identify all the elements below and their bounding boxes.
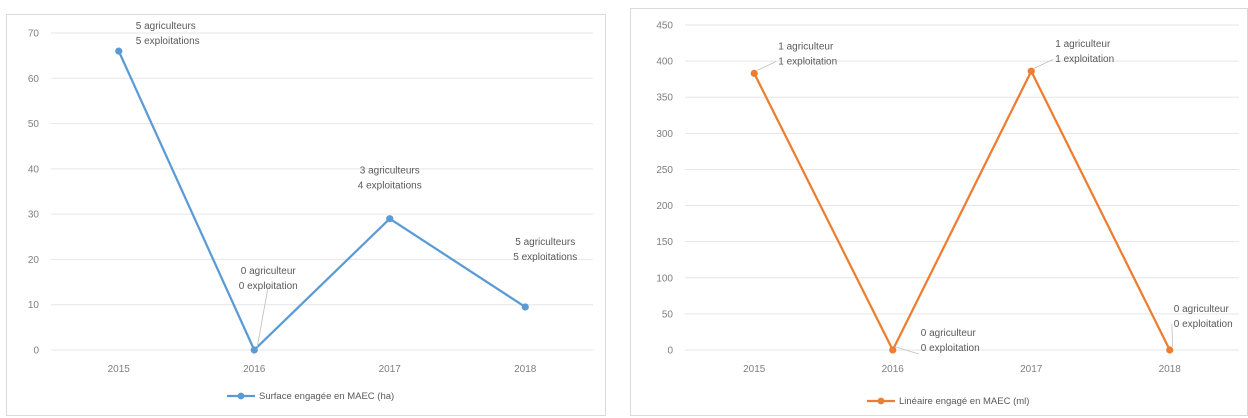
x-tick-label: 2017: [379, 364, 402, 375]
data-point: [889, 346, 897, 354]
x-tick-label: 2015: [108, 364, 131, 375]
annotation-leader: [895, 346, 919, 355]
legend-label: Linéaire engagé en MAEC (ml): [899, 396, 1029, 407]
annotation-label: 5 agriculteurs: [136, 21, 196, 32]
y-tick-label: 50: [28, 119, 40, 130]
y-tick-label: 300: [656, 129, 673, 140]
x-tick-label: 2018: [514, 364, 537, 375]
x-tick-label: 2016: [243, 364, 266, 375]
data-point: [386, 215, 394, 223]
y-tick-label: 450: [656, 21, 673, 32]
annotation-label: 1 exploitation: [778, 56, 837, 67]
y-tick-label: 10: [28, 300, 40, 311]
annotation-label: 5 agriculteurs: [515, 237, 575, 248]
chart-lineaire: 0 50 100 150 200 250 300 350 400 450 2015 2016 2017 2…: [656, 21, 1239, 407]
x-tick-label: 2015: [743, 364, 766, 375]
data-point: [1166, 346, 1174, 354]
data-point: [1027, 67, 1035, 75]
annotation-label: 4 exploitations: [358, 181, 422, 192]
annotation-label: 0 exploitation: [921, 343, 980, 354]
annotation-label: 0 agriculteur: [921, 328, 977, 339]
y-tick-label: 20: [28, 255, 40, 266]
series-line: [753, 70, 1171, 352]
annotation-leader: [757, 61, 777, 71]
y-tick-label: 60: [28, 74, 40, 85]
y-tick-label: 250: [656, 165, 673, 176]
y-tick-label: 30: [28, 210, 40, 221]
annotation-leader: [1034, 58, 1054, 69]
legend-marker: [237, 392, 245, 400]
y-tick-label: 400: [656, 57, 673, 68]
annotation-label: 5 exploitations: [136, 36, 200, 47]
x-tick-label: 2017: [1020, 364, 1043, 375]
chart-surface-panel: 0 10 20 30 40 50 60 70 2015 2016 2017 2018 Surface e…: [6, 14, 606, 416]
y-tick-label: 100: [656, 273, 673, 284]
annotation-label: 3 agriculteurs: [360, 166, 420, 177]
legend-label: Surface engagée en MAEC (ha): [259, 391, 394, 402]
annotation-label: 1 agriculteur: [778, 41, 834, 52]
y-tick-label: 350: [656, 93, 673, 104]
x-tick-label: 2016: [882, 364, 905, 375]
y-tick-label: 150: [656, 237, 673, 248]
y-tick-label: 40: [28, 164, 40, 175]
data-point: [521, 303, 529, 311]
chart-lineaire-panel: 0 50 100 150 200 250 300 350 400 450 2015 2016 2017 2…: [630, 8, 1248, 416]
annotation-label: 1 exploitation: [1055, 54, 1114, 65]
annotation-label: 1 agriculteur: [1055, 39, 1111, 50]
annotation-leader: [256, 285, 269, 348]
annotation-label: 0 agriculteur: [1174, 304, 1230, 315]
y-tick-label: 0: [33, 346, 39, 357]
y-tick-label: 0: [667, 346, 673, 357]
series-line: [117, 50, 526, 352]
annotation-label: 0 exploitation: [239, 281, 298, 292]
chart-surface: 0 10 20 30 40 50 60 70 2015 2016 2017 2018 Surface e…: [28, 21, 593, 402]
data-point: [750, 69, 758, 77]
annotation-label: 5 exploitations: [513, 252, 577, 263]
y-tick-label: 200: [656, 201, 673, 212]
data-point: [250, 346, 258, 354]
x-tick-label: 2018: [1159, 364, 1182, 375]
data-point: [115, 47, 123, 55]
annotation-label: 0 agriculteur: [241, 266, 297, 277]
annotation-leader: [1171, 323, 1174, 348]
annotation-label: 0 exploitation: [1174, 319, 1233, 330]
y-tick-label: 50: [662, 309, 674, 320]
legend-marker: [877, 397, 885, 405]
y-tick-label: 70: [28, 29, 40, 40]
